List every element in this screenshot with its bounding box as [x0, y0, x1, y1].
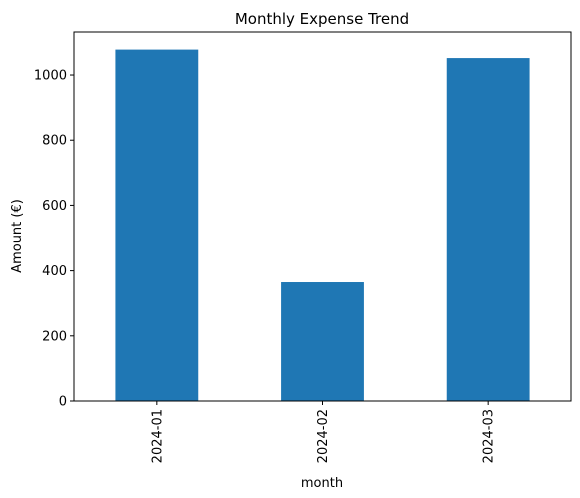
y-tick-label-200: 200 — [42, 329, 67, 344]
x-tick-label-2024-03: 2024-03 — [482, 409, 497, 463]
y-axis-label: Amount (€) — [10, 199, 25, 273]
y-tick-label-800: 800 — [42, 134, 67, 149]
plot-area: 0 200 400 600 800 1000 2024-01 2024-02 2024-03 — [34, 31, 572, 463]
y-tick-label-0: 0 — [59, 395, 67, 410]
bar-2024-03 — [446, 58, 530, 402]
x-axis-label: month — [301, 476, 343, 491]
y-tick-label-600: 600 — [42, 199, 67, 214]
bar-2024-01 — [115, 49, 199, 401]
y-tick-label-1000: 1000 — [34, 69, 67, 84]
x-tick-label-2024-01: 2024-01 — [150, 409, 165, 463]
chart-title: Monthly Expense Trend — [235, 10, 409, 28]
x-tick-label-2024-02: 2024-02 — [316, 409, 331, 463]
y-tick-label-400: 400 — [42, 264, 67, 279]
bar-2024-02 — [281, 282, 364, 401]
